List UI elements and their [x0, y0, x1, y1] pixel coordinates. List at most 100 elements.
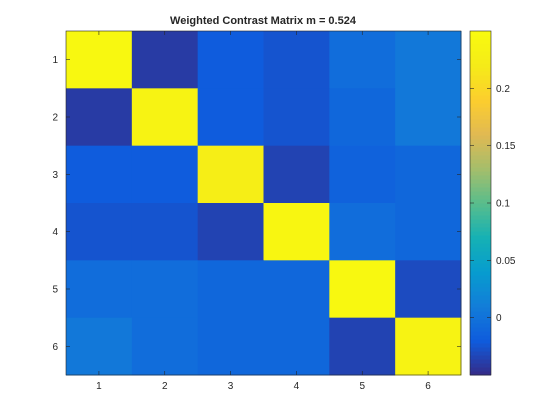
colorbar-segment	[470, 351, 491, 356]
heatmap-cell-r4-c4	[263, 203, 330, 261]
colorbar-segment	[470, 63, 491, 68]
colorbar-segment	[470, 167, 491, 172]
heatmap-cell-r2-c3	[197, 88, 264, 147]
colorbar-segment	[470, 187, 491, 192]
colorbar-segment	[470, 291, 491, 296]
colorbar-segment	[470, 147, 491, 152]
heatmap-cell-r5-c2	[131, 260, 199, 319]
heatmap-cell-r5-c3	[197, 260, 264, 319]
heatmap-cell-r3-c4	[263, 145, 330, 204]
heatmap-cell-r6-c6	[395, 317, 462, 376]
colorbar-segment	[470, 143, 491, 148]
colorbar-segment	[470, 275, 491, 280]
colorbar-segment	[470, 363, 491, 368]
heatmap-cell-r3-c5	[329, 145, 396, 204]
colorbar-segment	[470, 87, 491, 92]
colorbar-segment	[470, 175, 491, 180]
colorbar-segment	[470, 211, 491, 216]
colorbar-segment	[470, 307, 491, 312]
colorbar-segment	[470, 347, 491, 352]
heatmap-cell-r5-c4	[263, 260, 330, 319]
colorbar-segment	[470, 55, 491, 60]
colorbar-segment	[470, 199, 491, 204]
colorbar-segment	[470, 83, 491, 88]
y-tick-label: 3	[52, 170, 58, 181]
colorbar-segment	[470, 131, 491, 136]
colorbar-segment	[470, 295, 491, 300]
x-tick-label: 5	[359, 381, 365, 392]
colorbar-segment	[470, 219, 491, 224]
colorbar-segment	[470, 223, 491, 228]
x-tick-label: 1	[96, 381, 102, 392]
colorbar-segment	[470, 231, 491, 236]
x-tick-label: 3	[228, 381, 234, 392]
colorbar-segment	[470, 339, 491, 344]
heatmap-cell-r3-c2	[131, 145, 199, 204]
colorbar-segment	[470, 239, 491, 244]
heatmap-cells	[66, 31, 462, 376]
colorbar-segment	[470, 67, 491, 72]
colorbar-segment	[470, 79, 491, 84]
heatmap-cell-r6-c2	[131, 317, 199, 376]
heatmap-cell-r2-c1	[66, 88, 133, 147]
heatmap-cell-r6-c5	[329, 317, 396, 376]
colorbar-segment	[470, 259, 491, 264]
colorbar-segment	[470, 323, 491, 328]
chart-title: Weighted Contrast Matrix m = 0.524	[170, 15, 357, 27]
colorbar-segment	[470, 315, 491, 320]
colorbar-segment	[470, 99, 491, 104]
colorbar-segment	[470, 43, 491, 48]
colorbar-segment	[470, 151, 491, 156]
heatmap-cell-r6-c4	[263, 317, 330, 376]
colorbar-segment	[470, 115, 491, 120]
heatmap-cell-r6-c3	[197, 317, 264, 376]
x-tick-label: 2	[162, 381, 168, 392]
colorbar-segment	[470, 47, 491, 52]
colorbar-segment	[470, 171, 491, 176]
colorbar-segment	[470, 311, 491, 316]
colorbar-segment	[470, 123, 491, 128]
heatmap-cell-r3-c1	[66, 145, 133, 204]
colorbar-segment	[470, 251, 491, 256]
heatmap-cell-r1-c1	[66, 31, 133, 89]
y-tick-label: 2	[52, 113, 58, 124]
colorbar-segment	[470, 159, 491, 164]
plot-area-border	[65, 30, 462, 376]
colorbar-segment	[470, 59, 491, 64]
heatmap-cell-r1-c3	[197, 31, 264, 89]
colorbar-segment	[470, 91, 491, 96]
colorbar-segment	[470, 183, 491, 188]
colorbar-segment	[470, 227, 491, 232]
colorbar-segment	[470, 191, 491, 196]
heatmap-cell-r3-c6	[395, 145, 462, 204]
colorbar-segment	[470, 283, 491, 288]
colorbar-segment	[470, 39, 491, 44]
colorbar-segment	[470, 371, 491, 376]
colorbar-segment	[470, 103, 491, 108]
heatmap-cell-r4-c5	[329, 203, 396, 261]
colorbar-segment	[470, 299, 491, 304]
heatmap-cell-r5-c6	[395, 260, 462, 319]
colorbar: 0 0.05 0.1 0.15 0.2	[469, 30, 516, 376]
heatmap-cell-r5-c5	[329, 260, 396, 319]
heatmap-cell-r1-c6	[395, 31, 462, 89]
heatmap-cell-r2-c2	[131, 88, 199, 147]
colorbar-tick-label: 0.05	[496, 256, 516, 267]
colorbar-segment	[470, 247, 491, 252]
colorbar-tick-label: 0.1	[496, 199, 510, 210]
colorbar-segment	[470, 75, 491, 80]
heatmap-cell-r6-c1	[66, 317, 133, 376]
colorbar-segment	[470, 215, 491, 220]
colorbar-tick-label: 0	[496, 313, 502, 324]
x-tick-label: 4	[294, 381, 300, 392]
colorbar-tick-label: 0.15	[496, 141, 516, 152]
colorbar-segment	[470, 319, 491, 324]
y-tick-label: 6	[52, 342, 58, 353]
colorbar-segment	[470, 31, 491, 36]
colorbar-segment	[470, 243, 491, 248]
y-tick-label: 4	[52, 227, 58, 238]
heatmap-cell-r4-c2	[131, 203, 199, 261]
heatmap-cell-r1-c2	[131, 31, 199, 89]
colorbar-segment	[470, 139, 491, 144]
